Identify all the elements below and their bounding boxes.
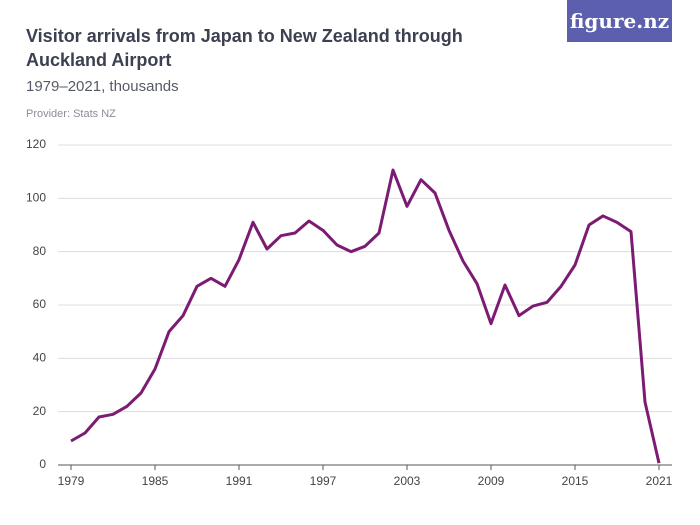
x-tick-label: 1997 — [310, 474, 337, 488]
y-tick-label: 80 — [33, 244, 47, 258]
y-tick-label: 0 — [39, 457, 46, 471]
y-tick-label: 40 — [33, 351, 47, 365]
x-tick-label: 2021 — [646, 474, 673, 488]
x-tick-label: 2009 — [478, 474, 505, 488]
y-tick-label: 100 — [26, 191, 46, 205]
chart-subtitle: 1979–2021, thousands — [26, 78, 179, 95]
y-tick-label: 60 — [33, 297, 47, 311]
chart-title: Visitor arrivals from Japan to New Zeala… — [26, 26, 463, 70]
x-tick-label: 1979 — [58, 474, 85, 488]
x-tick-label: 1985 — [142, 474, 169, 488]
x-tick-label: 2015 — [562, 474, 589, 488]
y-tick-label: 20 — [33, 404, 47, 418]
x-tick-label: 2003 — [394, 474, 421, 488]
y-tick-label: 120 — [26, 137, 46, 151]
x-tick-label: 1991 — [226, 474, 253, 488]
provider: Provider: Stats NZ — [26, 108, 116, 120]
logo[interactable]: figure.nz — [567, 0, 672, 42]
data-line — [70, 168, 661, 464]
